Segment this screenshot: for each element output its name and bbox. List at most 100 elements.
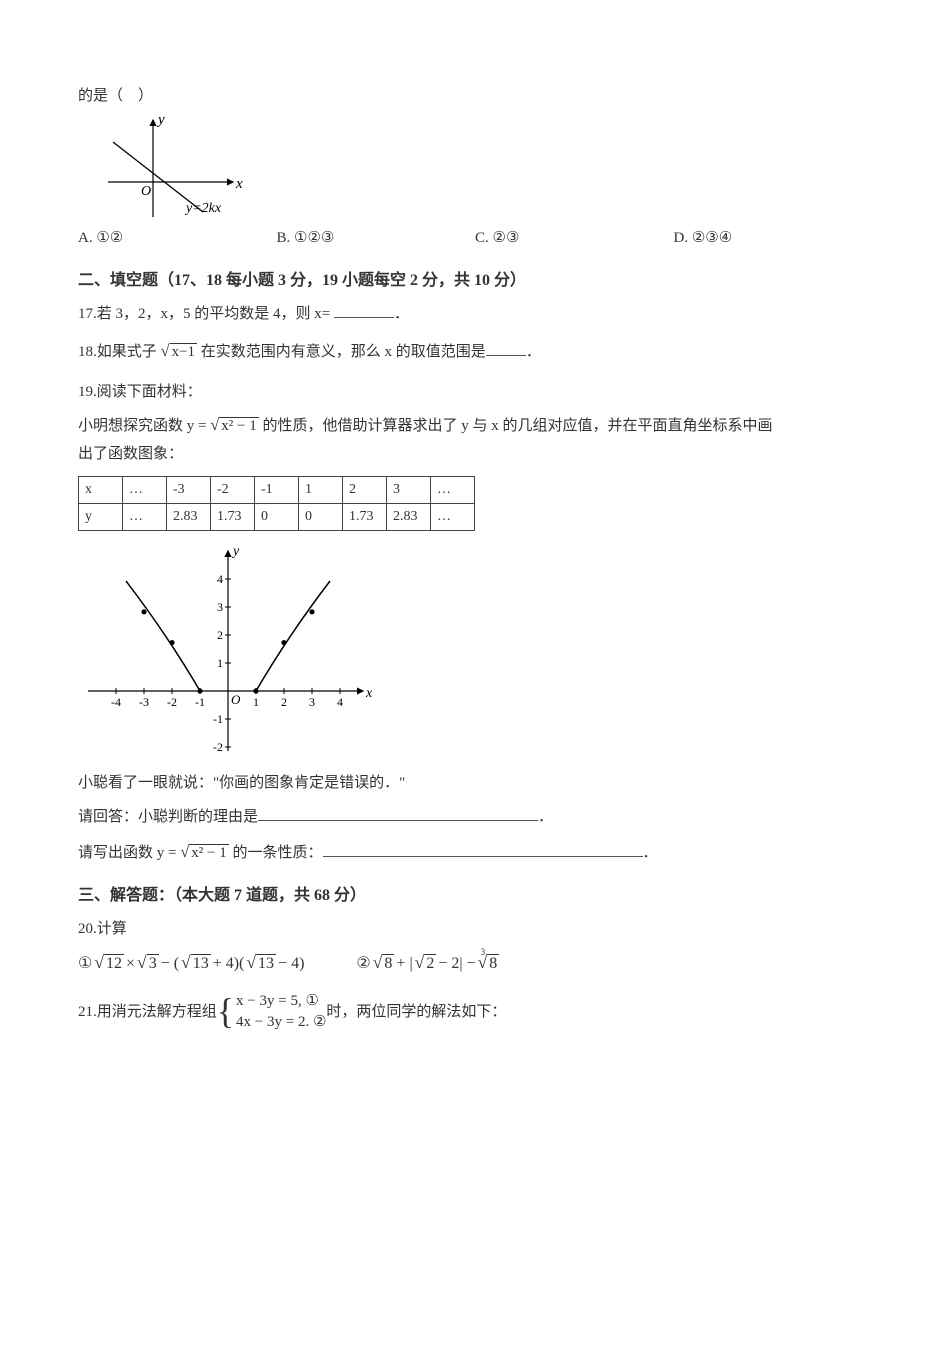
section3-title: 三、解答题：（本大题 7 道题，共 68 分）	[78, 883, 872, 909]
q19-p3-prefix: 请回答：小聪判断的理由是	[78, 809, 258, 825]
tick: 1	[253, 695, 259, 709]
sqrt-icon: √x−1	[161, 343, 198, 361]
arg: 8	[487, 954, 499, 973]
q21-prefix: 21.用消元法解方程组	[78, 1000, 217, 1024]
cell: …	[431, 503, 475, 530]
cell: -1	[255, 476, 299, 503]
q16-option-d: D. ②③④	[674, 226, 873, 250]
q18-suffix: ．	[526, 344, 541, 360]
arg: 2	[424, 954, 436, 973]
q16-stem-fragment: 的是（ ）	[78, 84, 872, 108]
q19-p4: 请写出函数 y = √x² − 1 的一条性质：．	[78, 841, 872, 865]
cell: 3	[387, 476, 431, 503]
q18-sqrt-arg: x−1	[170, 343, 197, 361]
q19-p4-prefix: 请写出函数	[78, 845, 157, 861]
q19-p3: 请回答：小聪判断的理由是 ．	[78, 805, 872, 829]
arg: 8	[382, 954, 394, 973]
cell: 0	[299, 503, 343, 530]
q18: 18.如果式子 √x−1 在实数范围内有意义，那么 x 的取值范围是 ．	[78, 340, 872, 364]
q19-p1-prefix: 小明想探究函数	[78, 418, 187, 434]
section2-title: 二、填空题（17、18 每小题 3 分，19 小题每空 2 分，共 10 分）	[78, 268, 872, 294]
cell: 1.73	[211, 503, 255, 530]
tick: 3	[309, 695, 315, 709]
cell: -3	[167, 476, 211, 503]
gap	[306, 951, 354, 977]
q21-suffix: 时，两位同学的解法如下：	[326, 1000, 506, 1024]
g2-o: O	[231, 692, 241, 707]
graph1-origin: O	[141, 184, 151, 199]
q20-p1-label: ①	[78, 951, 92, 977]
tick: -1	[195, 695, 205, 709]
cell: 2.83	[167, 503, 211, 530]
q17-blank[interactable]	[334, 303, 394, 318]
q18-prefix: 18.如果式子	[78, 344, 161, 360]
arg: 3	[147, 954, 159, 973]
suf: − 2| −	[438, 951, 475, 977]
table-row: y … 2.83 1.73 0 0 1.73 2.83 …	[79, 503, 475, 530]
q20-stem: 20.计算	[78, 917, 872, 941]
graph1-linelabel: y=2kx	[184, 201, 222, 216]
q18-blank[interactable]	[486, 341, 526, 356]
q20-p2-label: ②	[356, 951, 370, 977]
plus: + |	[396, 951, 412, 977]
cell: 2	[343, 476, 387, 503]
q19-p3-suffix: ．	[538, 809, 553, 825]
g2-y: y	[231, 544, 240, 559]
q17-prefix: 17.若 3，2，x，5 的平均数是 4，则 x=	[78, 306, 334, 322]
tick: 4	[337, 695, 343, 709]
cell: 1.73	[343, 503, 387, 530]
q17-suffix: ．	[394, 306, 409, 322]
suf: − 4)	[278, 951, 304, 977]
cell: …	[123, 503, 167, 530]
g2-x: x	[365, 686, 373, 701]
arg: 13	[256, 954, 276, 973]
table-row: x … -3 -2 -1 1 2 3 …	[79, 476, 475, 503]
q19-p1-cont: 出了函数图象：	[78, 442, 872, 466]
q17: 17.若 3，2，x，5 的平均数是 4，则 x= ．	[78, 302, 872, 326]
tick: 3	[217, 600, 223, 614]
q16-option-b: B. ①②③	[277, 226, 476, 250]
times: ×	[126, 951, 135, 977]
tick: 2	[217, 628, 223, 642]
q16-graph: y x O y=2kx	[98, 112, 872, 222]
tick: -3	[139, 695, 149, 709]
tick: 1	[217, 656, 223, 670]
sqrt-icon: √x² − 1	[210, 417, 259, 435]
q19-p1-lead: y =	[187, 418, 210, 434]
cell: …	[123, 476, 167, 503]
q20-expr: ① √12 × √3 − ( √13 + 4)( √13 − 4) ② √8 +…	[78, 951, 872, 977]
q19-p2: 小聪看了一眼就说："你画的图象肯定是错误的．"	[78, 771, 872, 795]
q19-p3-blank[interactable]	[258, 806, 538, 821]
q19-graph: y x O -4 -3 -2 -1 1 2 3 4 4 3 2 1 -1 -2	[78, 541, 872, 761]
q19-p4-suffix: ．	[643, 845, 658, 861]
tick: -4	[111, 695, 121, 709]
arg: 13	[191, 954, 211, 973]
q19-p1-suffix: 的性质，他借助计算器求出了 y 与 x 的几组对应值，并在平面直角坐标系中画	[259, 418, 773, 434]
q21-eq2: 4x − 3y = 2. ②	[236, 1012, 326, 1033]
suf: + 4)(	[213, 951, 245, 977]
q19-p4-lead: y =	[157, 845, 180, 861]
q16-option-a: A. ①②	[78, 226, 277, 250]
cell: …	[431, 476, 475, 503]
cell: y	[79, 503, 123, 530]
q19-intro: 19.阅读下面材料：	[78, 380, 872, 404]
q19-p1-sqrt: x² − 1	[219, 417, 258, 435]
cell: -2	[211, 476, 255, 503]
tick: -2	[213, 740, 223, 754]
q21-eq1: x − 3y = 5, ①	[236, 991, 326, 1012]
arg: 12	[104, 954, 124, 973]
tick: -1	[213, 712, 223, 726]
q16-option-c: C. ②③	[475, 226, 674, 250]
cell: x	[79, 476, 123, 503]
q21: 21.用消元法解方程组 { x − 3y = 5, ① 4x − 3y = 2.…	[78, 991, 872, 1033]
q19-table: x … -3 -2 -1 1 2 3 … y … 2.83 1.73 0 0 1…	[78, 476, 475, 532]
q18-mid: 在实数范围内有意义，那么 x 的取值范围是	[197, 344, 486, 360]
graph1-xlabel: x	[235, 176, 243, 192]
tick: 4	[217, 572, 223, 586]
cell: 1	[299, 476, 343, 503]
q19-p4-blank[interactable]	[323, 842, 643, 857]
equation-system: { x − 3y = 5, ① 4x − 3y = 2. ②	[217, 991, 327, 1033]
q16-options: A. ①② B. ①②③ C. ②③ D. ②③④	[78, 226, 872, 250]
q19-p1: 小明想探究函数 y = √x² − 1 的性质，他借助计算器求出了 y 与 x …	[78, 414, 872, 438]
q19-p4-mid: 的一条性质：	[229, 845, 323, 861]
